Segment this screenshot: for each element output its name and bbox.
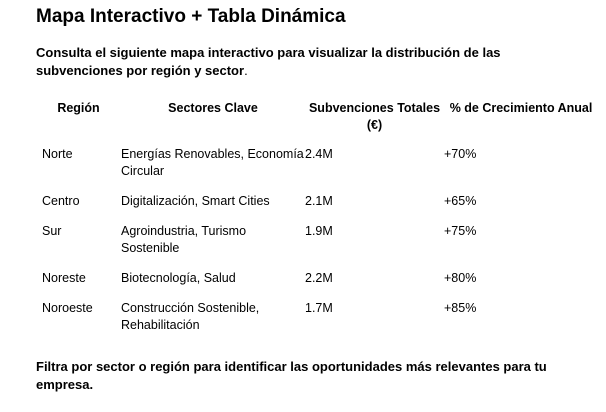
page-title: Mapa Interactivo + Tabla Dinámica	[36, 6, 346, 27]
header-subsidies: Subvenciones Totales (€)	[308, 101, 441, 132]
cell-subsidies: 2.1M	[305, 194, 333, 208]
cell-subsidies: 1.7M	[305, 301, 333, 315]
cell-sectors: Digitalización, Smart Cities	[121, 194, 270, 208]
table-row: Sur Agroindustria, Turismo Sostenible 1.…	[36, 223, 598, 270]
cell-region: Norte	[42, 147, 73, 161]
cell-region: Centro	[42, 194, 80, 208]
cell-subsidies: 2.4M	[305, 147, 333, 161]
header-region: Región	[57, 101, 100, 115]
cell-region: Noroeste	[42, 301, 93, 315]
cell-sectors: Biotecnología, Salud	[121, 271, 236, 285]
intro-text-tail: .	[244, 63, 248, 78]
cell-sectors: Energías Renovables, Economía Circular	[121, 147, 304, 178]
intro-text-bold: Consulta el siguiente mapa interactivo p…	[36, 45, 501, 78]
table-row: Noreste Biotecnología, Salud 2.2M +80%	[36, 270, 598, 300]
header-sectors: Sectores Clave	[168, 101, 258, 115]
header-growth: % de Crecimiento Anual	[449, 101, 593, 115]
subsidies-table: Región Sectores Clave Subvenciones Total…	[36, 96, 598, 347]
cell-region: Noreste	[42, 271, 86, 285]
outro-paragraph: Filtra por sector o región para identifi…	[36, 359, 547, 392]
cell-subsidies: 2.2M	[305, 271, 333, 285]
cell-growth: +85%	[444, 301, 477, 315]
cell-sectors: Construcción Sostenible, Rehabilitación	[121, 301, 260, 332]
table-row: Centro Digitalización, Smart Cities 2.1M…	[36, 193, 598, 223]
cell-growth: +70%	[444, 147, 477, 161]
cell-growth: +80%	[444, 271, 477, 285]
table-row: Norte Energías Renovables, Economía Circ…	[36, 146, 598, 193]
table-header-row: Región Sectores Clave Subvenciones Total…	[36, 96, 598, 146]
cell-region: Sur	[42, 224, 62, 238]
cell-sectors: Agroindustria, Turismo Sostenible	[121, 224, 247, 255]
cell-growth: +65%	[444, 194, 477, 208]
cell-subsidies: 1.9M	[305, 224, 333, 238]
table-row: Noroeste Construcción Sostenible, Rehabi…	[36, 300, 598, 347]
cell-growth: +75%	[444, 224, 477, 238]
intro-paragraph: Consulta el siguiente mapa interactivo p…	[36, 44, 556, 80]
